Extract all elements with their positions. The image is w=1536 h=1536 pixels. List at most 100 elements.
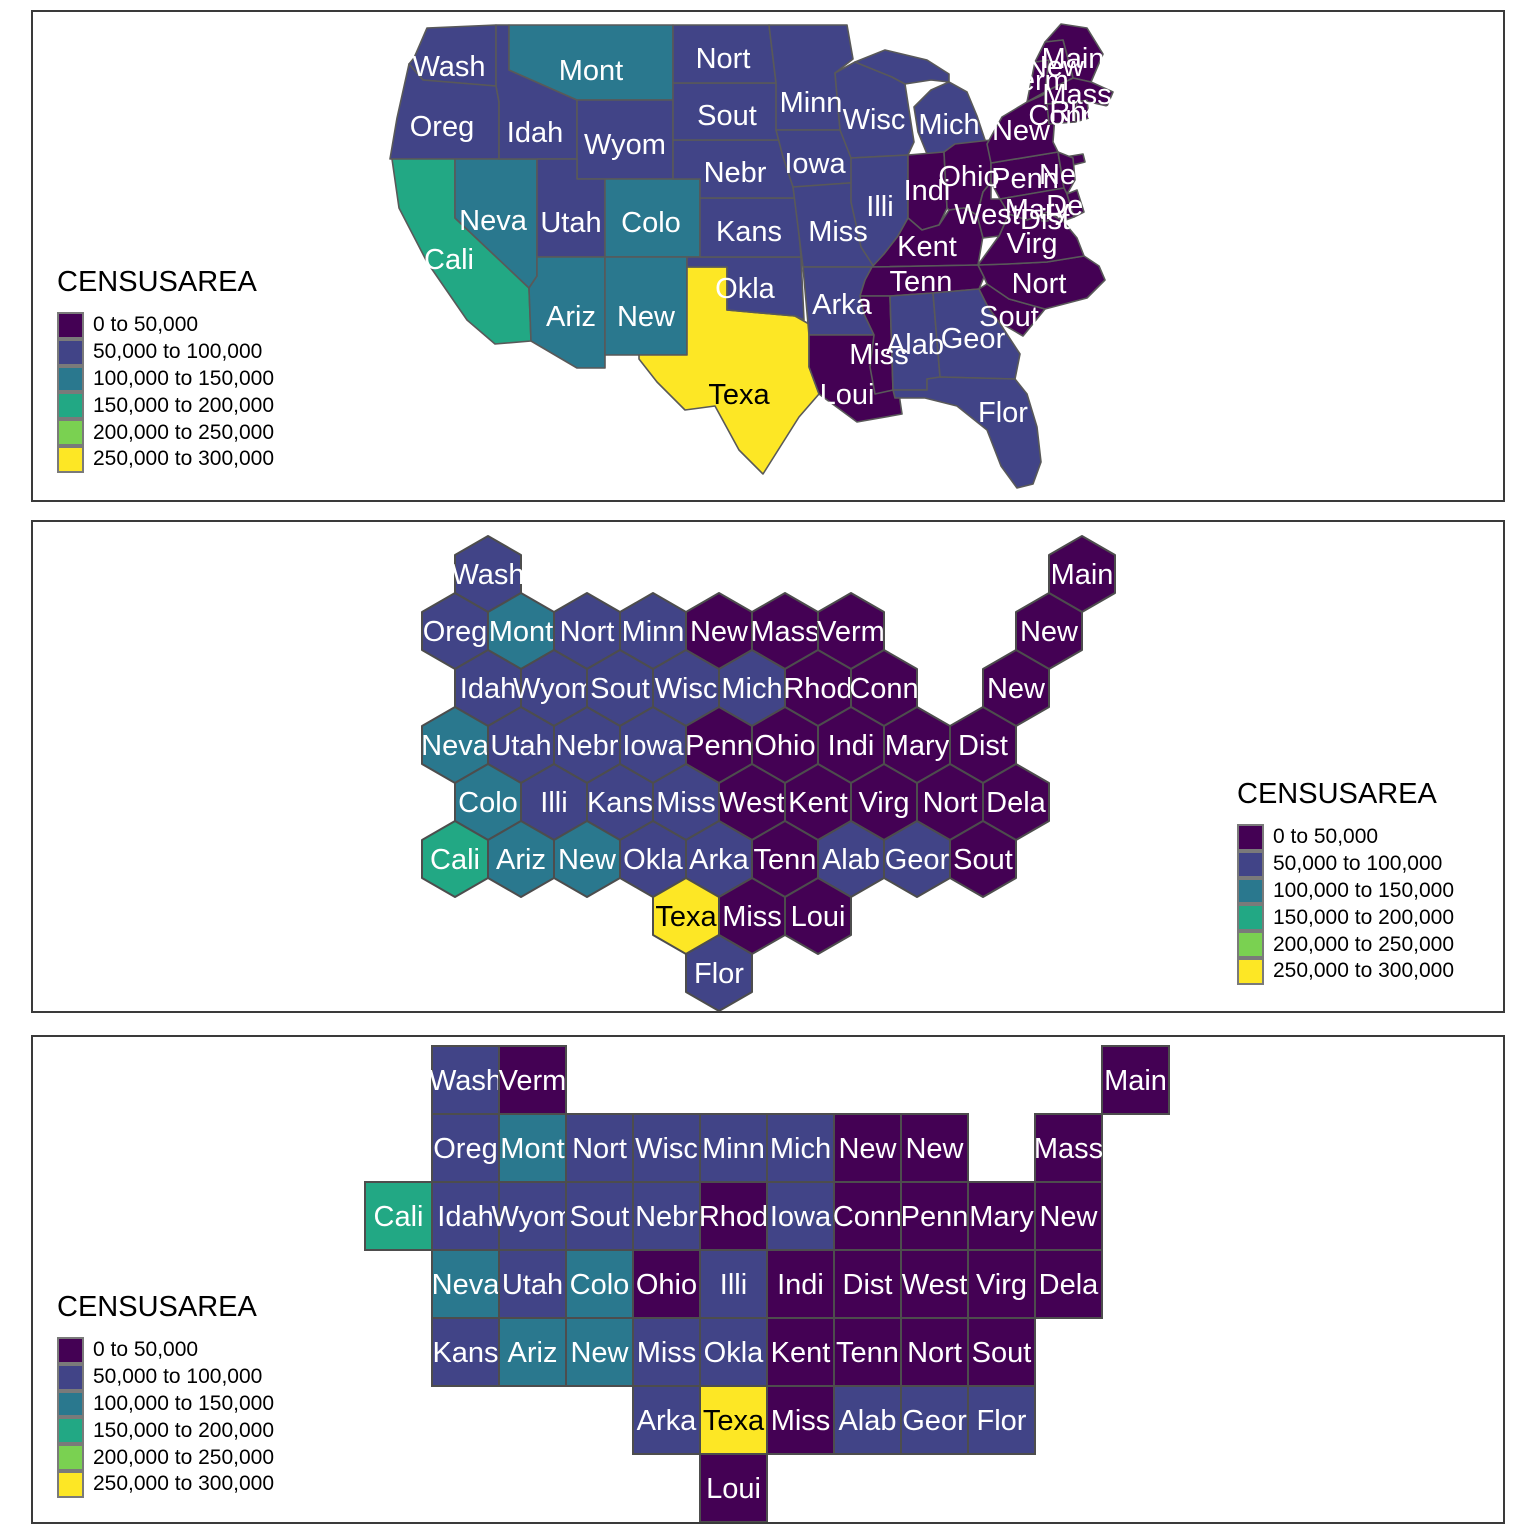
legend-item-0: 0 to 50,000 — [57, 1337, 357, 1364]
legend-rows: 0 to 50,000 50,000 to 100,000 100,000 to 1… — [57, 1337, 357, 1498]
state-label-md: Mary — [1005, 194, 1070, 226]
hex-label-1-2: Nort — [560, 616, 615, 648]
legend-bin-label: 150,000 to 200,000 — [1273, 905, 1455, 929]
legend-bin-label: 100,000 to 150,000 — [93, 1391, 275, 1415]
hex-tile-5-8 — [949, 820, 1017, 898]
state-label-in: Indi — [904, 175, 951, 207]
legend-bin-label: 250,000 to 300,000 — [93, 1472, 275, 1496]
grid-label-0-2: Verm — [499, 1065, 567, 1097]
grid-tile-1-4 — [632, 1113, 701, 1183]
grid-tile-1-1 — [431, 1113, 500, 1183]
hex-label-3-0: Neva — [421, 730, 490, 762]
legend-swatch-5 — [57, 1470, 84, 1498]
hex-label-3-7: Mary — [885, 730, 950, 762]
state-label-id: Idah — [507, 117, 563, 149]
grid-label-1-3: Nort — [572, 1133, 627, 1165]
grid-tile-4-3 — [565, 1317, 634, 1387]
hex-label-1-9: New — [1020, 616, 1079, 648]
grid-tile-2-1 — [431, 1181, 500, 1251]
grid-label-3-2: Utah — [502, 1269, 563, 1301]
hex-label-3-3: Iowa — [622, 730, 684, 762]
grid-label-1-8: New — [905, 1133, 964, 1165]
state-label-wa: Wash — [412, 51, 485, 83]
state-shape-nj — [1057, 151, 1076, 195]
legend-item-1: 50,000 to 100,000 — [57, 338, 357, 366]
grid-tile-1-3 — [565, 1113, 634, 1183]
legend-bin-label: 250,000 to 300,000 — [93, 447, 275, 471]
legend-bin-label: 50,000 to 100,000 — [93, 1365, 263, 1389]
hex-label-1-5: Mass — [750, 616, 819, 648]
grid-label-1-5: Minn — [702, 1133, 765, 1165]
state-label-il: Illi — [866, 191, 893, 223]
grid-label-3-7: Dist — [843, 1269, 893, 1301]
state-label-nh: New — [1026, 51, 1085, 83]
hex-label-4-7: Nort — [923, 787, 978, 819]
legend-item-5: 250,000 to 300,000 — [1237, 957, 1536, 985]
state-label-nj: New — [1039, 159, 1098, 191]
grid-tile-3-9 — [967, 1249, 1036, 1319]
grid-label-4-1: Kans — [432, 1337, 498, 1369]
panel-square-tile-map: CENSUSAREA 0 to 50,000 50,000 to 100,000 1… — [31, 1035, 1505, 1524]
legend-swatch-0 — [1237, 824, 1264, 851]
state-label-co: Colo — [621, 207, 681, 239]
grid-tile-3-1 — [431, 1249, 500, 1319]
legend-swatch-3 — [57, 392, 84, 420]
hex-label-1-4: New — [690, 616, 749, 648]
legend-swatch-0 — [57, 312, 84, 339]
grid-label-3-9: Virg — [976, 1269, 1027, 1301]
grid-tile-5-9 — [967, 1385, 1036, 1455]
grid-label-3-3: Colo — [570, 1269, 630, 1301]
grid-label-1-4: Wisc — [635, 1133, 698, 1165]
hex-label-4-2: Kans — [587, 787, 653, 819]
hex-label-3-2: Nebr — [556, 730, 619, 762]
grid-label-5-8: Geor — [902, 1405, 967, 1437]
grid-tile-4-9 — [967, 1317, 1036, 1387]
state-label-ne: Nebr — [704, 157, 767, 189]
state-label-dc: Dist — [1020, 204, 1070, 236]
hex-label-0-0: Wash — [451, 559, 524, 591]
state-shape-mi-1 — [854, 49, 950, 85]
state-label-me: Main — [1042, 43, 1105, 75]
hex-label-2-2: Sout — [590, 673, 650, 705]
legend-item-3: 150,000 to 200,000 — [57, 1417, 357, 1445]
state-label-va: Virg — [1006, 228, 1057, 260]
grid-tile-3-10 — [1034, 1249, 1103, 1319]
state-label-la: Loui — [820, 379, 875, 411]
state-label-ma: Mass — [1042, 79, 1111, 111]
hex-label-3-1: Utah — [490, 730, 551, 762]
state-label-tx: Texa — [708, 379, 770, 411]
hex-label-3-8: Dist — [958, 730, 1008, 762]
grid-label-4-6: Kent — [771, 1337, 831, 1369]
state-label-fl: Flor — [978, 397, 1028, 429]
hex-label-5-1: Ariz — [496, 844, 546, 876]
legend-bin-label: 250,000 to 300,000 — [1273, 959, 1455, 983]
state-shape-ok — [686, 256, 805, 321]
hex-label-4-3: Miss — [656, 787, 716, 819]
grid-label-1-10: Mass — [1034, 1133, 1103, 1165]
hex-label-2-5: Rhod — [783, 673, 852, 705]
hex-label-1-1: Mont — [489, 616, 553, 648]
grid-tile-5-7 — [833, 1385, 902, 1455]
grid-label-1-2: Mont — [500, 1133, 564, 1165]
state-label-de: Dela — [1046, 190, 1107, 222]
state-label-or: Oreg — [410, 111, 474, 143]
grid-label-2-5: Rhod — [699, 1201, 768, 1233]
state-label-nc: Nort — [1012, 268, 1067, 300]
state-shape-md — [999, 187, 1075, 222]
hex-label-2-4: Mich — [721, 673, 782, 705]
legend-rows: 0 to 50,000 50,000 to 100,000 100,000 to 1… — [1237, 824, 1536, 985]
legend-swatch-2 — [57, 1390, 84, 1418]
grid-label-4-4: Miss — [637, 1337, 697, 1369]
legend-item-3: 150,000 to 200,000 — [1237, 904, 1536, 932]
legend-bin-label: 50,000 to 100,000 — [1273, 852, 1443, 876]
legend-bin-label: 0 to 50,000 — [1273, 825, 1379, 849]
legend-item-3: 150,000 to 200,000 — [57, 392, 357, 420]
grid-label-2-1: Idah — [437, 1201, 493, 1233]
legend-item-4: 200,000 to 250,000 — [57, 419, 357, 446]
grid-label-0-11: Main — [1104, 1065, 1167, 1097]
hex-label-7-4: Flor — [694, 958, 744, 990]
legend-item-4: 200,000 to 250,000 — [1237, 931, 1536, 958]
grid-tile-3-8 — [900, 1249, 969, 1319]
state-shape-dc — [1041, 214, 1049, 222]
state-label-mi: Mich — [918, 109, 979, 141]
